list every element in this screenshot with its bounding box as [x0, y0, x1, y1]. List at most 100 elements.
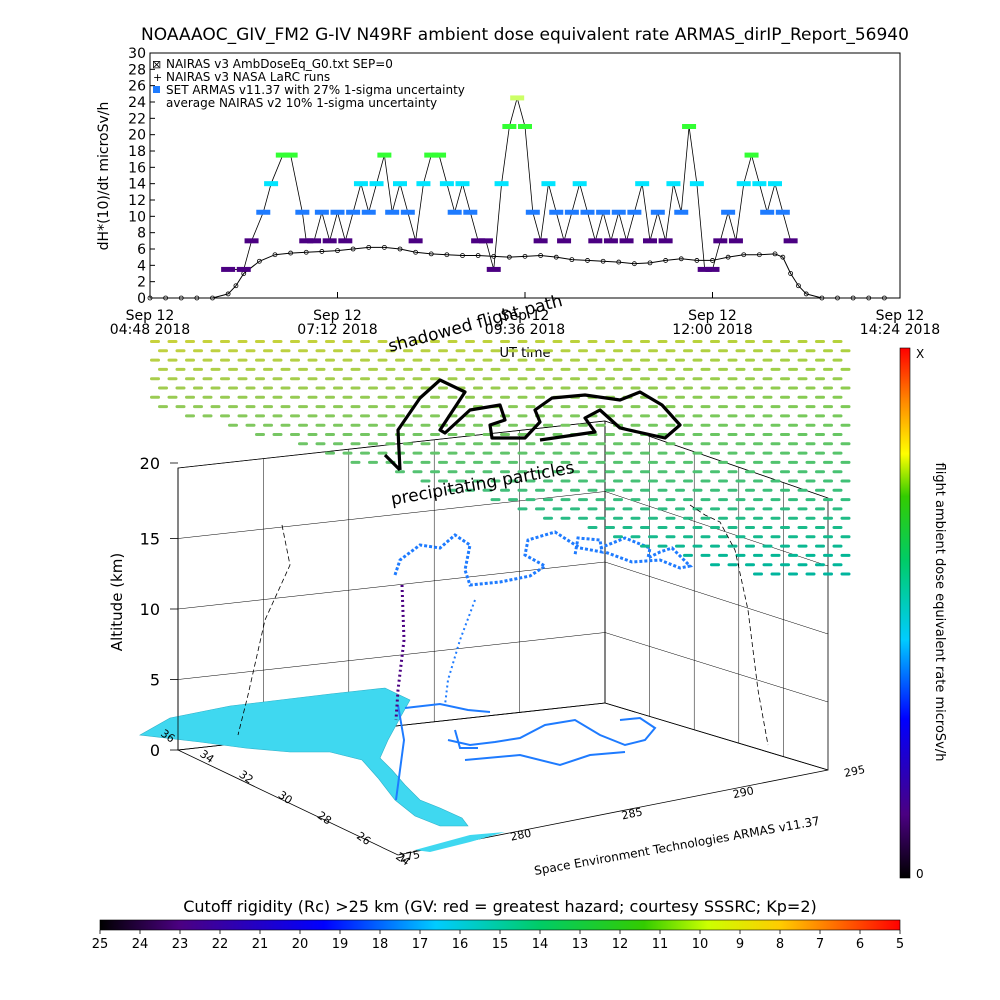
cap-dash [525, 405, 536, 409]
cap-dash [648, 535, 658, 539]
cap-dash [823, 367, 833, 371]
cap-dash [263, 423, 273, 427]
cap-dash [630, 405, 641, 409]
cap-dash [447, 433, 458, 436]
cap-dash [315, 423, 326, 427]
cap-dash [490, 367, 501, 371]
cap-dash [823, 535, 833, 539]
cap-dash [210, 405, 221, 409]
cap-dash [185, 340, 195, 343]
cap-dash [640, 358, 650, 362]
cap-dash [753, 442, 763, 446]
cap-dash [665, 479, 676, 483]
cap-dash [525, 367, 536, 371]
cap-dash [832, 377, 843, 381]
cap-dash [788, 572, 798, 576]
nairas-point [616, 259, 622, 265]
cap-dash [605, 451, 615, 455]
grid-line [177, 632, 606, 680]
cap-dash [770, 367, 781, 371]
cap-dash [430, 358, 440, 362]
cap-dash [430, 377, 440, 381]
cap-dash [395, 433, 405, 436]
cap-dash [840, 516, 851, 520]
cap-dash [360, 377, 370, 381]
cap-dash [490, 442, 501, 446]
cap-dash [710, 488, 720, 492]
cap-dash [815, 358, 825, 362]
cap-dash [263, 386, 273, 390]
cap-dash [605, 340, 615, 343]
cap-dash [805, 516, 816, 520]
nairas-point [460, 253, 465, 258]
cap-dash [762, 563, 773, 567]
cap-dash [815, 488, 825, 492]
cap-dash [272, 433, 283, 436]
cap-dash [482, 395, 493, 399]
cap-dash [840, 572, 851, 576]
cap-dash [290, 358, 300, 362]
cap-dash [210, 386, 221, 390]
cap-dash [403, 349, 413, 353]
cap-dash [220, 395, 230, 399]
cap-dash [823, 442, 833, 446]
cap-dash [692, 544, 703, 548]
cap-dash [762, 340, 773, 343]
cap-dash [290, 395, 300, 399]
cap-dash [360, 358, 370, 362]
cap-dash [517, 433, 528, 436]
cap-dash [648, 423, 658, 427]
cap-dash [412, 340, 423, 343]
series-nairas-sep0 [147, 244, 887, 301]
cap-dash [727, 488, 738, 492]
cap-dash [762, 433, 773, 436]
cap-dash [202, 377, 213, 381]
cap-dash [535, 377, 545, 381]
cap-dash [823, 405, 833, 409]
cap-dash [735, 423, 746, 427]
cap-dash [692, 377, 703, 381]
legend-label: NAIRAS v3 NASA LaRC runs [166, 70, 330, 84]
cap-dash [245, 423, 256, 427]
z-tick-label: 20 [140, 454, 160, 473]
cap-dash [788, 460, 798, 464]
cap-dash [683, 460, 693, 464]
cap-dash [255, 340, 265, 343]
armas-point [307, 238, 322, 244]
cap-dash [430, 470, 440, 474]
y-tick-label: 16 [128, 160, 146, 176]
cap-dash [735, 349, 746, 353]
cap-dash [665, 349, 676, 353]
cap-dash [840, 442, 851, 446]
cap-dash [665, 516, 676, 520]
armas-point [236, 266, 251, 272]
cap-dash [595, 479, 606, 483]
cap-dash [385, 423, 396, 427]
armas-point [264, 181, 279, 187]
cap-dash [745, 488, 755, 492]
cap-dash [675, 377, 685, 381]
cap-dash [525, 423, 536, 427]
cap-dash [508, 405, 518, 409]
cap-dash [298, 442, 308, 446]
cap-dash [237, 395, 248, 399]
cap-dash [482, 377, 493, 381]
cap-dash [815, 340, 825, 343]
x-tick-label-time: 04:48 2018 [110, 322, 190, 338]
cap-dash [640, 377, 650, 381]
cap-dash [753, 460, 763, 464]
cap-dash [727, 526, 738, 529]
cap-dash [675, 414, 685, 418]
cap-dash [560, 349, 571, 353]
cap-dash [727, 433, 738, 436]
cap-dash [587, 358, 598, 362]
cap-dash [797, 433, 808, 436]
cap-dash [675, 488, 685, 492]
armas-point [674, 209, 689, 215]
cap-dash [420, 442, 431, 446]
cap-dash [517, 395, 528, 399]
cap-dash [710, 358, 720, 362]
cap-dash [517, 470, 528, 474]
cap-dash [815, 507, 825, 511]
